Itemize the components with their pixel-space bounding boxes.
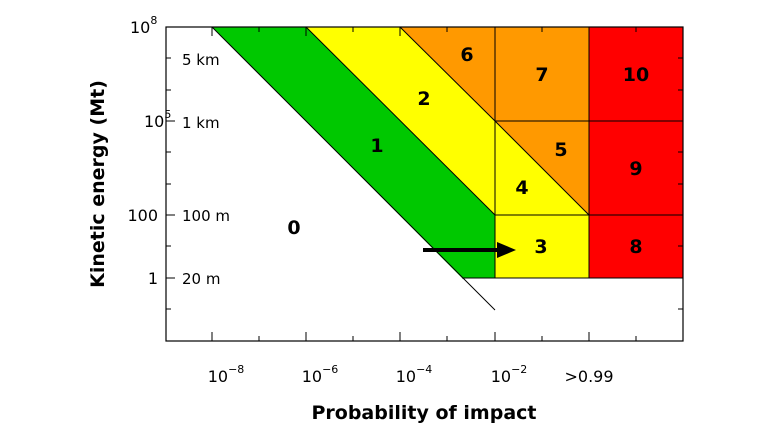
y-tick-label-2: 100 xyxy=(127,206,158,225)
region-shapes xyxy=(212,27,683,278)
region-level-7 xyxy=(495,27,589,121)
x-tick-label-1: 10−8 xyxy=(208,363,245,386)
region-level-1 xyxy=(212,27,495,278)
size-label-5km: 5 km xyxy=(182,51,220,69)
level-label-9: 9 xyxy=(629,158,642,180)
level-label-1: 1 xyxy=(370,135,383,157)
x-axis-title: Probability of impact xyxy=(311,402,536,424)
level-numbers: 0 1 2 3 4 5 6 7 8 9 10 xyxy=(287,44,649,258)
y-tick-label-1: 1 xyxy=(148,269,158,288)
region-level-8 xyxy=(589,215,683,278)
tick-marks xyxy=(166,26,683,341)
level-label-7: 7 xyxy=(535,64,548,86)
level-label-4: 4 xyxy=(515,177,528,199)
level-label-5: 5 xyxy=(554,139,567,161)
size-label-20m: 20 m xyxy=(182,270,220,288)
y-tick-label-3: 105 xyxy=(144,108,171,131)
arrow xyxy=(423,242,516,258)
region-borders xyxy=(211,26,683,311)
level-label-0: 0 xyxy=(287,217,300,239)
level-label-8: 8 xyxy=(629,236,642,258)
level-label-3: 3 xyxy=(534,236,547,258)
y-tick-label-4: 108 xyxy=(130,14,157,37)
x-tick-label-5: >0.99 xyxy=(564,367,613,386)
x-tick-label-4: 10−2 xyxy=(491,363,528,386)
x-tick-label-2: 10−6 xyxy=(302,363,339,386)
level-label-6: 6 xyxy=(460,44,473,66)
level-label-10: 10 xyxy=(623,64,649,86)
region-level-9 xyxy=(589,121,683,215)
y-axis-title: Kinetic energy (Mt) xyxy=(87,80,109,288)
size-label-1km: 1 km xyxy=(182,114,220,132)
region-level-3 xyxy=(495,215,589,278)
size-label-100m: 100 m xyxy=(182,207,230,225)
x-tick-label-3: 10−4 xyxy=(396,363,433,386)
level-label-2: 2 xyxy=(417,88,430,110)
region-level-10 xyxy=(589,27,683,121)
